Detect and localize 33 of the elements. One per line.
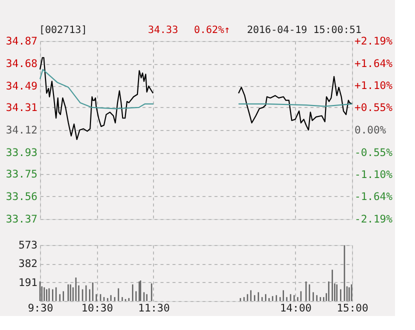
- x-tick-label: 10:30: [81, 302, 114, 314]
- y2-tick-label: -1.64%: [354, 191, 394, 204]
- y-tick-label: 34.31: [6, 102, 38, 114]
- x-tick-label: 14:00: [280, 302, 312, 314]
- x-tick-label: 11:30: [138, 302, 170, 314]
- line-series: [39, 57, 154, 140]
- y2-tick-label: +0.55%: [354, 102, 394, 114]
- text: 0.62%↑: [194, 25, 230, 36]
- line-series: [39, 68, 154, 110]
- y-tick-label: 34.87: [6, 36, 38, 48]
- y2-tick-label: +2.19%: [354, 36, 394, 48]
- y2-tick-label: -2.19%: [354, 214, 394, 226]
- x-tick-label: 15:00: [336, 302, 368, 314]
- y-tick-label: 33.56: [6, 190, 38, 203]
- chart-title: [002713]: [39, 25, 88, 36]
- y2-tick-label: -1.10%: [354, 169, 394, 182]
- y-tick-label: 34.49: [6, 80, 38, 93]
- y-tick-label: 191: [18, 276, 38, 289]
- y-tick-label: 34.12: [6, 124, 38, 136]
- y-tick-label: 34.68: [6, 58, 38, 70]
- text: 2016-04-19 15:00:51: [247, 25, 362, 36]
- y-tick-label: 33.37: [6, 214, 38, 226]
- y-tick-label: 33.93: [6, 147, 38, 160]
- y-tick-label: 33.75: [6, 168, 38, 180]
- y2-tick-label: +1.64%: [354, 58, 394, 70]
- text: 34.33: [148, 25, 178, 36]
- y2-tick-label: +1.10%: [354, 80, 394, 92]
- x-tick-label: 9:30: [28, 302, 54, 314]
- line-series: [238, 76, 353, 131]
- y-tick-label: 573: [18, 240, 38, 252]
- y2-tick-label: -0.55%: [354, 146, 394, 159]
- y2-tick-label: 0.00%: [354, 124, 387, 136]
- y-tick-label: 382: [18, 258, 38, 270]
